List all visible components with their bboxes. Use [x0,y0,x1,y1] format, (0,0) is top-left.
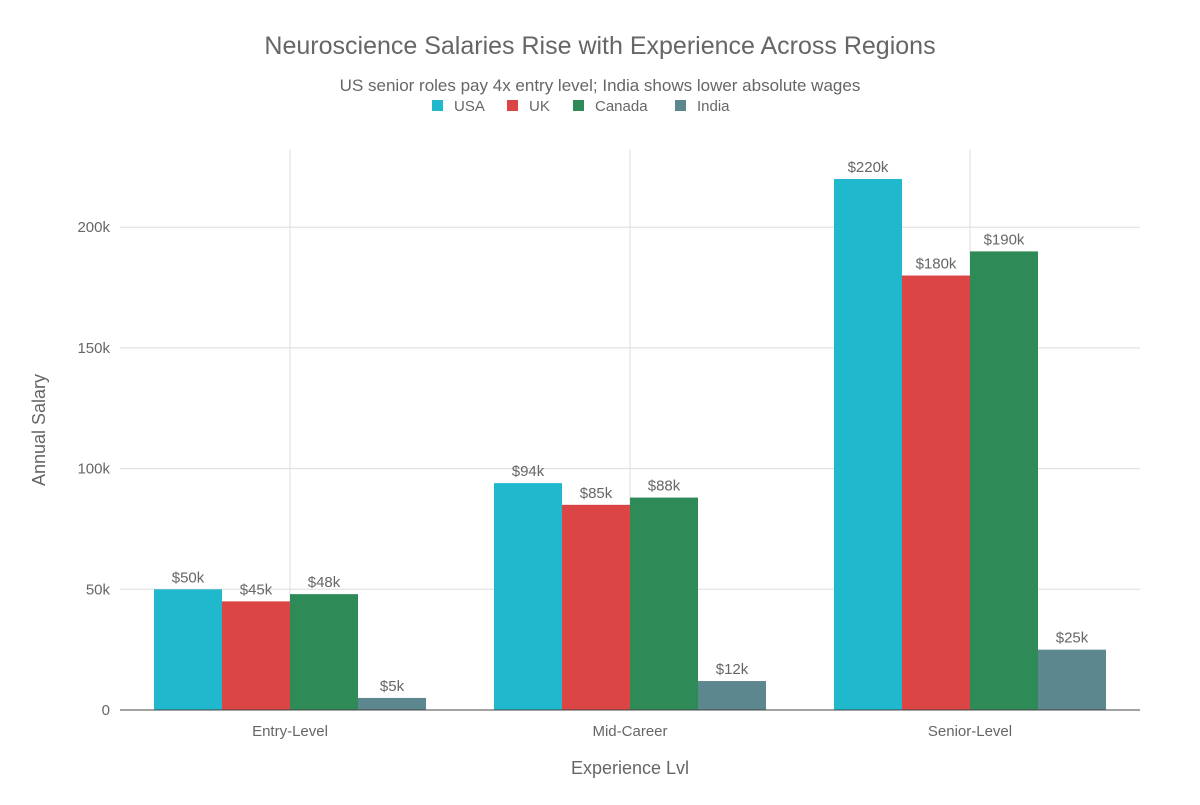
data-label: $85k [580,485,613,502]
data-label: $190k [984,231,1025,248]
bar-usa [154,589,222,710]
legend-swatch [432,100,443,111]
legend: USA UK Canada India [432,98,730,115]
axes: 0 50k 100k 150k 200k Entry-Level Mid-Career Sen… [77,219,1140,740]
data-label: $220k [848,159,889,176]
legend-item-usa: USA [432,98,485,115]
y-tick-label: 150k [77,340,110,357]
data-label: $25k [1056,630,1089,647]
data-label: $50k [172,569,205,586]
data-label: $45k [240,581,273,598]
data-label: $88k [648,478,681,495]
bar-india [698,681,766,710]
bars: $50k $94k $220k $45k $85k $180k $48k $88k $190k $… [154,159,1106,710]
data-label: $180k [916,256,957,273]
chart-title: Neuroscience Salaries Rise with Experien… [264,32,935,60]
y-tick-label: 0 [102,702,110,719]
y-tick-label: 200k [77,219,110,236]
data-label: $12k [716,661,749,678]
bar-india [1038,649,1106,710]
bar-canada [630,497,698,710]
bar-usa [834,178,902,710]
legend-swatch [675,100,686,111]
bar-uk [902,275,970,710]
legend-swatch [573,100,584,111]
legend-item-india: India [675,98,730,115]
x-tick-label: Mid-Career [592,723,667,740]
legend-item-uk: UK [507,98,550,115]
y-axis-label: Annual Salary [29,374,49,486]
data-label: $94k [512,463,545,480]
x-tick-label: Senior-Level [928,723,1012,740]
y-tick-label: 50k [86,581,111,598]
data-label: $5k [380,678,405,695]
x-tick-label: Entry-Level [252,723,328,740]
legend-label: USA [454,98,485,115]
bar-canada [970,251,1038,710]
bar-uk [222,601,290,710]
chart-subtitle: US senior roles pay 4x entry level; Indi… [340,76,861,95]
legend-label: UK [529,98,550,115]
data-label: $48k [308,574,341,591]
legend-label: Canada [595,98,648,115]
legend-label: India [697,98,730,115]
legend-swatch [507,100,518,111]
legend-item-canada: Canada [573,98,648,115]
bar-usa [494,483,562,710]
bar-uk [562,504,630,710]
bar-india [358,697,426,710]
y-tick-label: 100k [77,461,110,478]
x-axis-label: Experience Lvl [571,758,689,778]
bar-canada [290,594,358,710]
